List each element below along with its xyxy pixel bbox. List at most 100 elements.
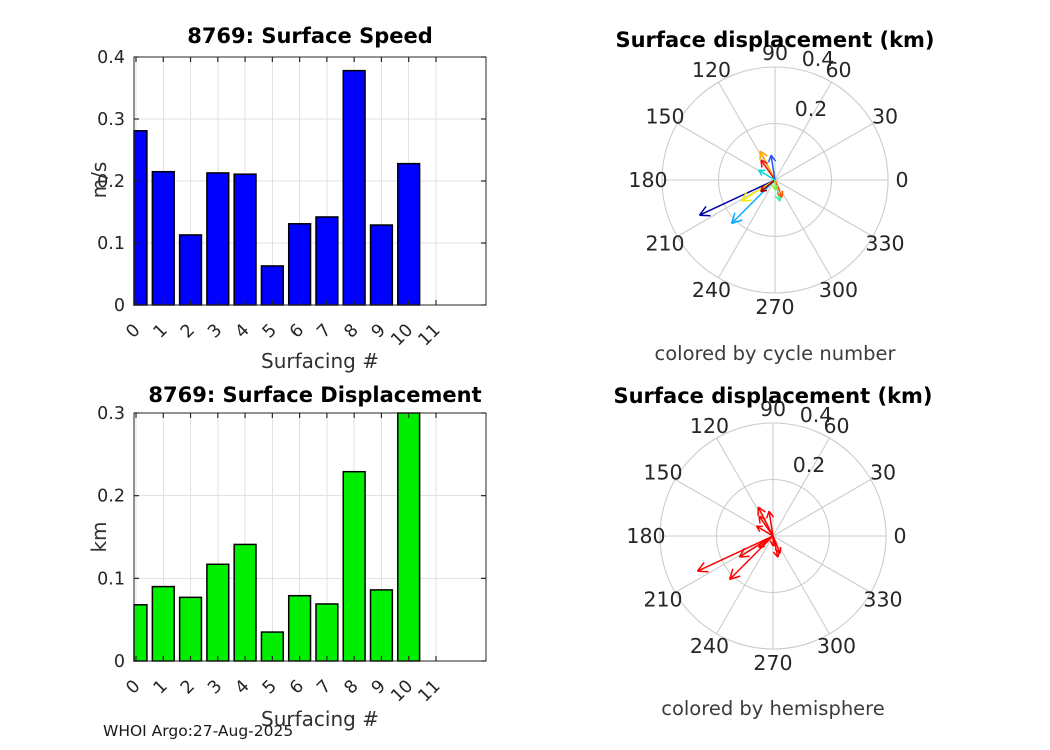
- displacement-arrow-head: [772, 551, 779, 558]
- displacement-arrow-head: [760, 189, 768, 193]
- displacement-arrow-shaft: [756, 525, 774, 537]
- x-tick-label: 4: [232, 676, 254, 698]
- polar-ring: [659, 422, 887, 650]
- polar-angle-label: 300: [819, 278, 858, 302]
- displacement-arrow-head: [740, 191, 748, 202]
- displacement-y-axis-label: km: [87, 521, 111, 553]
- bar: [287, 594, 312, 662]
- displacement-arrow-head: [765, 510, 770, 519]
- polar-angle-label: 270: [755, 295, 794, 319]
- displacement-arrow-head: [759, 150, 768, 157]
- polar-angle-label: 330: [863, 588, 902, 612]
- displacement-arrow-head: [760, 160, 763, 168]
- bar: [315, 603, 339, 662]
- polar-angle-label: 270: [753, 651, 792, 675]
- bar: [397, 162, 421, 306]
- y-tick-label: 0.3: [97, 110, 125, 130]
- displacement-arrow-head: [781, 190, 784, 198]
- displacement-arrow-shaft: [757, 506, 774, 537]
- bar: [233, 173, 257, 306]
- bar: [151, 585, 175, 662]
- displacement-arrow-head: [769, 540, 774, 547]
- axis-frame: [133, 412, 487, 662]
- speed-y-axis-label: m/s: [87, 161, 111, 199]
- polar-r-tick-label: 0.4: [802, 47, 835, 71]
- polar-r-tick-label: 0.2: [793, 453, 826, 477]
- displacement-arrow-head: [738, 547, 746, 558]
- displacement-arrow-head: [767, 154, 772, 163]
- bar: [342, 470, 366, 662]
- displacement-arrow-shaft: [758, 535, 774, 549]
- polar-angle-label: 0: [895, 168, 908, 192]
- displacement-arrow-head: [697, 570, 709, 573]
- speed-x-axis-label: Surfacing #: [261, 349, 379, 373]
- polar-angle-label: 60: [825, 58, 851, 82]
- displacement-arrow-head: [774, 548, 781, 554]
- polar-hemisphere-title: Surface displacement (km): [613, 384, 933, 408]
- displacement-arrow-head: [729, 575, 741, 581]
- polar-angle-label: 120: [692, 58, 731, 82]
- x-tick-label: 3: [204, 320, 226, 342]
- polar-angle-label: 30: [872, 105, 898, 129]
- displacement-arrow-head: [739, 555, 750, 558]
- polar-angle-label: 180: [628, 168, 667, 192]
- polar-angle-label: 240: [690, 634, 729, 658]
- polar-angle-label: 90: [762, 41, 788, 65]
- polar-ring: [717, 122, 833, 238]
- y-tick-label: 0.3: [97, 404, 125, 424]
- displacement-arrow-shaft: [697, 535, 774, 572]
- y-tick-label: 0: [114, 652, 125, 672]
- x-tick-label: 6: [286, 320, 308, 342]
- x-tick-label: 1: [150, 320, 172, 342]
- displacement-arrow-head: [760, 185, 764, 192]
- displacement-arrow-head: [730, 212, 736, 224]
- x-tick-label: 9: [368, 676, 390, 698]
- x-tick-label: 10: [387, 320, 417, 350]
- bar: [369, 589, 394, 662]
- x-tick-label: 0: [123, 676, 145, 698]
- displacement-arrow-head: [699, 214, 711, 217]
- polar-r-tick-label: 0.2: [795, 97, 828, 121]
- displacement-arrow-head: [771, 184, 776, 191]
- displacement-arrow-head: [768, 510, 775, 518]
- displacement-chart-title: 8769: Surface Displacement: [148, 383, 482, 407]
- polar-angle-label: 330: [865, 232, 904, 256]
- displacement-arrow-shaft: [770, 155, 776, 181]
- bar: [260, 265, 285, 306]
- displacement-arrow-head: [731, 219, 743, 225]
- x-tick-label: 5: [259, 320, 281, 342]
- polar-r-tick-label: 0.4: [800, 403, 833, 427]
- displacement-arrow-shaft: [699, 179, 776, 216]
- bar: [233, 543, 257, 662]
- y-tick-label: 0.1: [97, 234, 125, 254]
- displacement-arrow-head: [755, 525, 761, 533]
- polar-ring: [661, 66, 889, 294]
- polar-angle-label: 300: [817, 634, 856, 658]
- polar-hemisphere-caption: colored by hemisphere: [661, 697, 885, 720]
- bar: [397, 412, 421, 662]
- x-tick-label: 9: [368, 320, 390, 342]
- displacement-arrow-shaft: [741, 179, 776, 202]
- polar-angle-label: 120: [690, 414, 729, 438]
- polar-angle-label: 210: [645, 232, 684, 256]
- figure-footer-text: WHOI Argo:27-Aug-2025: [103, 722, 294, 740]
- displacement-arrow-head: [758, 545, 766, 549]
- polar-angle-label: 180: [626, 524, 665, 548]
- displacement-arrow-head: [779, 546, 782, 554]
- polar-cycle-title: Surface displacement (km): [615, 28, 935, 52]
- x-tick-label: 7: [313, 320, 335, 342]
- bar: [369, 224, 394, 306]
- bar: [206, 172, 230, 306]
- displacement-arrow-shaft: [768, 511, 774, 537]
- displacement-arrow-head: [774, 184, 779, 191]
- displacement-arrow-head: [774, 195, 781, 202]
- displacement-arrow-shaft: [729, 535, 774, 580]
- displacement-arrow-head: [758, 515, 766, 521]
- bar: [206, 563, 230, 662]
- x-tick-label: 11: [415, 676, 445, 706]
- y-tick-label: 0.4: [97, 48, 125, 68]
- displacement-arrow-shaft: [739, 535, 774, 558]
- polar-angle-label: 0: [893, 524, 906, 548]
